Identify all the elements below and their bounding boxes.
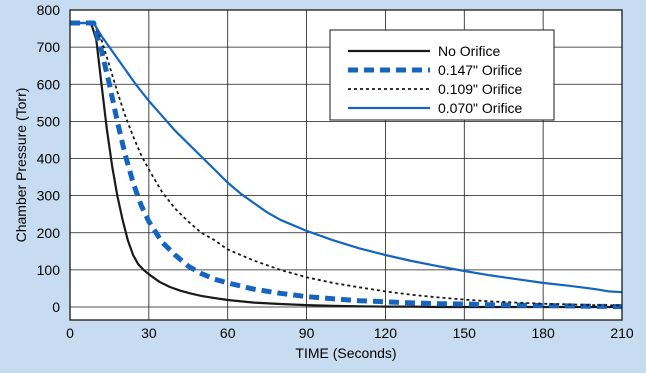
x-tick-label: 150 bbox=[453, 325, 477, 341]
x-tick-label: 120 bbox=[374, 325, 398, 341]
y-tick-label: 700 bbox=[37, 39, 61, 55]
legend-label-4: 0.070" Orifice bbox=[438, 100, 523, 116]
y-axis-label: Chamber Pressure (Torr) bbox=[13, 88, 29, 243]
y-tick-label: 0 bbox=[52, 299, 60, 315]
legend: No Orifice 0.147" Orifice 0.109" Orifice 0.… bbox=[329, 29, 555, 121]
y-tick-label: 500 bbox=[37, 113, 61, 129]
y-tick-label: 400 bbox=[37, 151, 61, 167]
series-line-2 bbox=[70, 20, 623, 310]
x-tick-label: 0 bbox=[66, 325, 74, 341]
tick-layer: 0 100 200 300 400 500 600 700 800 0 30 60 90 120 150 18… bbox=[37, 2, 634, 341]
y-tick-label: 600 bbox=[37, 76, 61, 92]
y-tick-label: 800 bbox=[37, 2, 61, 18]
legend-label-3: 0.109" Orifice bbox=[438, 81, 523, 97]
y-tick-label: 300 bbox=[37, 188, 61, 204]
y-tick-label: 200 bbox=[37, 225, 61, 241]
series-line-4 bbox=[70, 21, 623, 294]
x-axis-label: TIME (Seconds) bbox=[295, 345, 396, 361]
plot-frame bbox=[69, 9, 623, 321]
legend-label-2: 0.147" Orifice bbox=[438, 62, 523, 78]
x-tick-label: 90 bbox=[299, 325, 315, 341]
x-tick-label: 60 bbox=[220, 325, 236, 341]
x-tick-label: 30 bbox=[141, 325, 157, 341]
legend-label-1: No Orifice bbox=[438, 43, 500, 59]
series-layer bbox=[70, 20, 623, 310]
y-tick-label: 100 bbox=[37, 262, 61, 278]
legend-box bbox=[329, 29, 555, 121]
x-tick-label: 210 bbox=[610, 325, 634, 341]
series-line-1 bbox=[70, 21, 622, 309]
x-tick-label: 180 bbox=[531, 325, 555, 341]
